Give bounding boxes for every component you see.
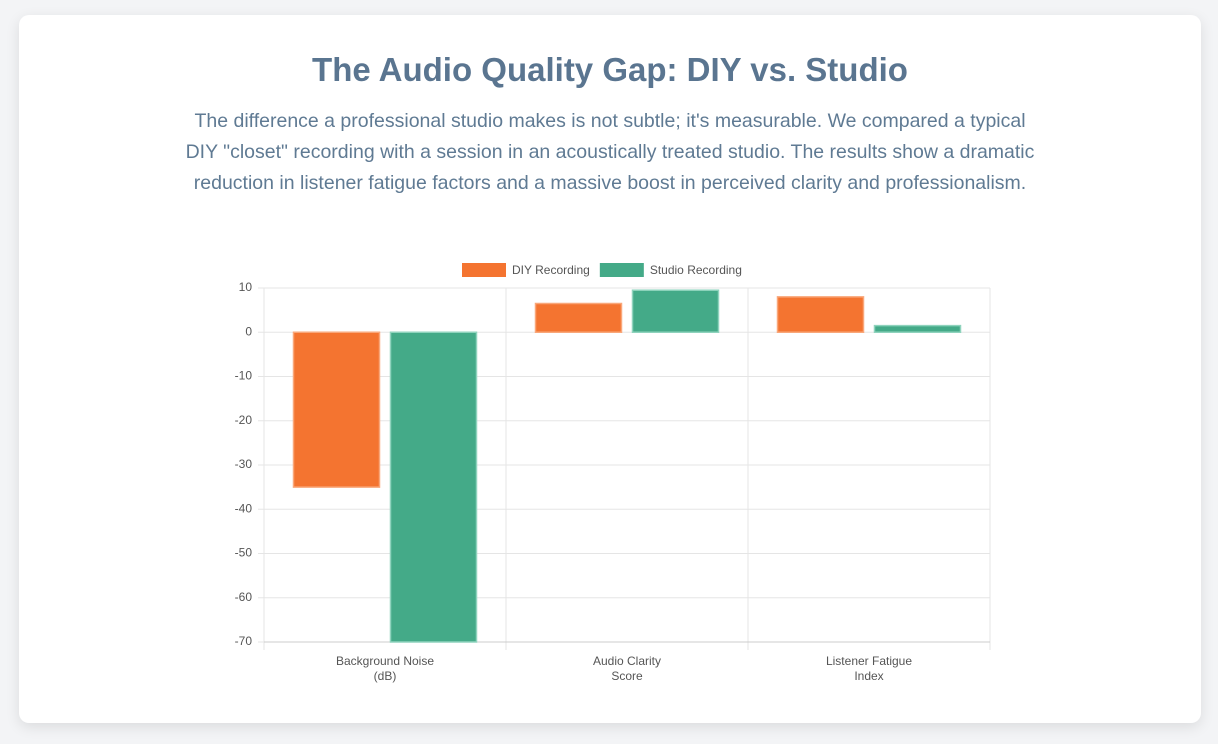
x-tick-label: Listener Fatigue <box>826 654 912 668</box>
bar <box>873 324 962 333</box>
y-tick-label: -70 <box>235 634 253 648</box>
x-tick-label: Score <box>611 669 643 683</box>
y-tick-label: 10 <box>239 280 253 294</box>
x-tick-label: Index <box>854 669 883 683</box>
y-tick-label: -30 <box>235 457 253 471</box>
bar <box>292 331 381 488</box>
legend-label: Studio Recording <box>650 263 742 277</box>
x-tick-label: (dB) <box>374 669 397 683</box>
y-tick-label: 0 <box>245 324 252 338</box>
subtitle: The difference a professional studio mak… <box>185 110 1035 194</box>
y-tick-label: -50 <box>235 546 253 560</box>
title: The Audio Quality Gap: DIY vs. Studio <box>312 51 908 88</box>
bar <box>631 289 720 333</box>
bar <box>534 302 623 333</box>
y-tick-label: -20 <box>235 413 253 427</box>
legend-label: DIY Recording <box>512 263 590 277</box>
card: The Audio Quality Gap: DIY vs. Studio Th… <box>19 15 1201 723</box>
y-tick-label: -40 <box>235 501 253 515</box>
legend-swatch <box>599 263 644 277</box>
x-tick-label: Audio Clarity <box>593 654 661 668</box>
bar <box>389 331 478 643</box>
bar <box>776 296 865 334</box>
legend-swatch <box>462 263 506 277</box>
y-tick-label: -10 <box>235 369 253 383</box>
y-tick-label: -60 <box>235 590 253 604</box>
x-tick-label: Background Noise <box>336 654 434 668</box>
